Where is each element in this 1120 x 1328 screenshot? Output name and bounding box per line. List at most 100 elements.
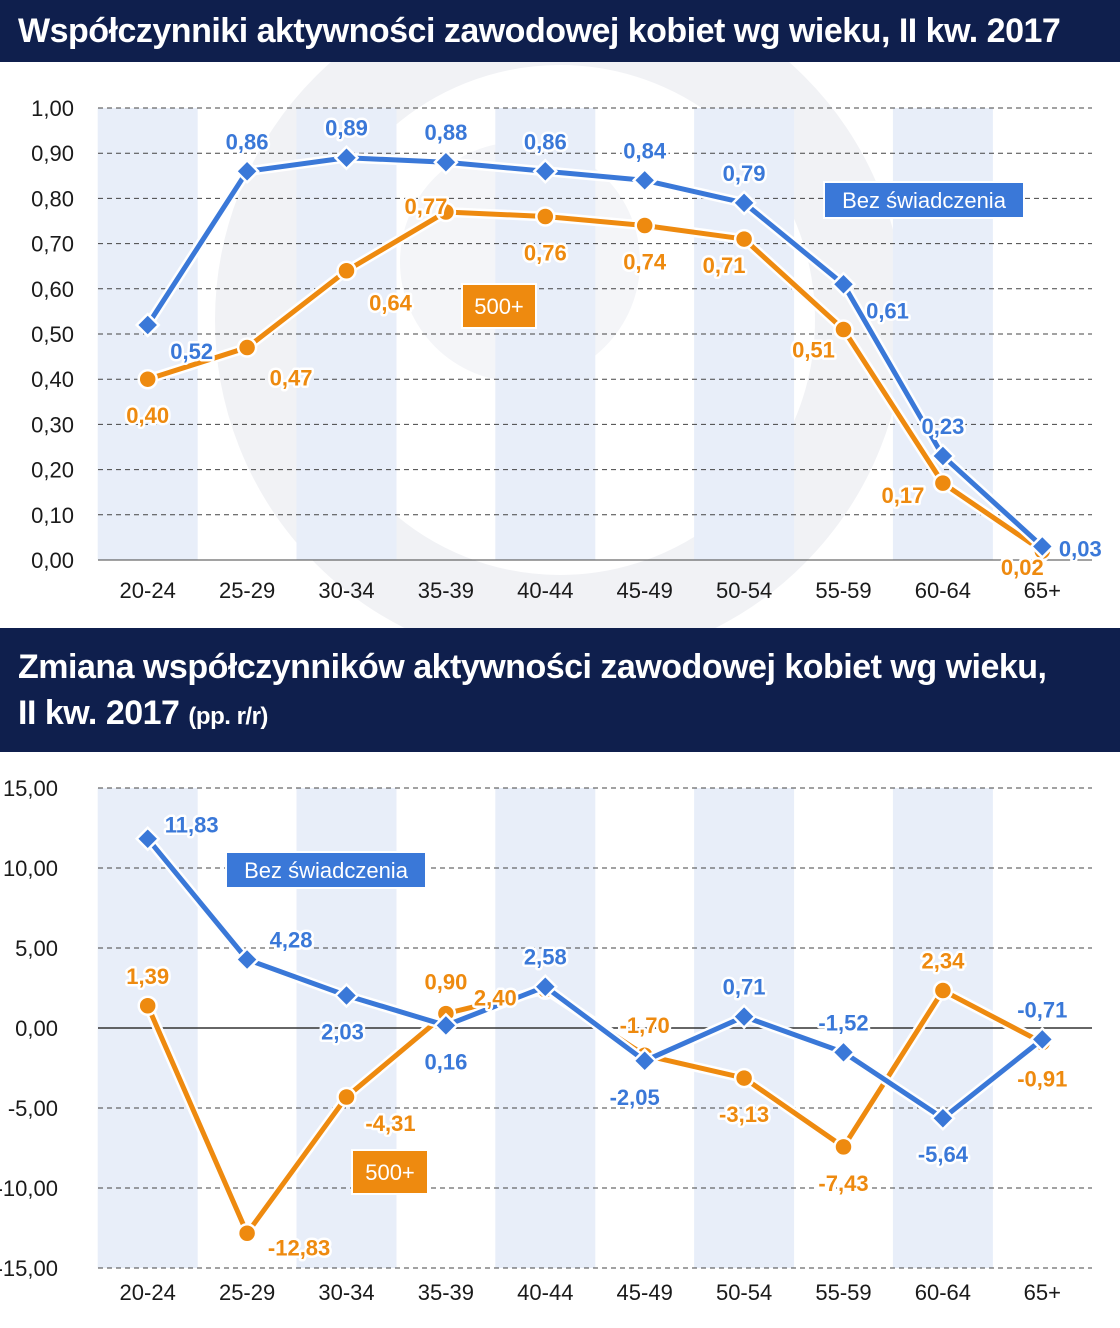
data-label-bez-50-54: 0,79 [723, 161, 766, 186]
data-point-25-29 [234, 946, 260, 973]
data-point-50-54 [731, 190, 757, 216]
series-bez-swiadczenia [134, 144, 1056, 560]
y-tick-label: 0,70 [31, 232, 74, 257]
x-tick-label: 20-24 [120, 1280, 176, 1305]
data-label-bez-65+: -0,71 [1017, 997, 1067, 1022]
x-tick-label: 30-34 [318, 578, 374, 603]
data-point-50-54 [733, 228, 755, 250]
x-tick-label: 45-49 [617, 578, 673, 603]
data-label-500plus-30-34: -4,31 [365, 1111, 415, 1136]
data-point-60-64 [930, 1105, 956, 1132]
data-point-20-24 [137, 995, 158, 1017]
legend-label: 500+ [474, 294, 524, 319]
data-point-55-59 [833, 319, 854, 340]
data-label-500plus-55-59: -7,43 [818, 1171, 868, 1196]
data-point-50-54 [731, 1003, 757, 1030]
chart2-title-banner: Zmiana współczynników aktywności zawodow… [0, 628, 1120, 752]
y-tick-label: 0,00 [31, 548, 74, 573]
legend-box [823, 181, 1025, 219]
data-point-50-54 [733, 1067, 755, 1089]
data-point-20-24 [134, 312, 161, 338]
y-tick-label: 15,00 [3, 776, 58, 801]
legend-box [225, 851, 427, 889]
x-tick-label: 25-29 [219, 1280, 275, 1305]
data-label-bez-25-29: 0,86 [226, 129, 269, 154]
data-label-500plus-60-64: 0,17 [881, 483, 924, 508]
x-tick-label: 20-24 [120, 578, 176, 603]
y-tick-label: 0,80 [31, 186, 74, 211]
legend-bez-swiadczenia: Bez świadczenia [225, 851, 427, 889]
data-point-55-59 [833, 1136, 854, 1158]
data-point-40-44 [535, 206, 556, 227]
data-label-bez-30-34: 0,89 [325, 116, 368, 141]
data-point-30-34 [333, 982, 360, 1009]
data-point-30-34 [336, 260, 357, 281]
data-point-30-34 [333, 144, 360, 171]
x-tick-label: 55-59 [815, 578, 871, 603]
data-label-bez-45-49: 0,84 [623, 138, 667, 163]
data-point-45-49 [631, 167, 658, 194]
x-tick-label: 65+ [1024, 578, 1061, 603]
data-label-bez-60-64: 0,23 [921, 414, 964, 439]
data-point-40-44 [532, 973, 559, 1000]
y-tick-label: -5,00 [8, 1096, 58, 1121]
data-label-bez-20-24: 11,83 [165, 813, 219, 838]
chart2-title: Zmiana współczynników aktywności zawodow… [18, 648, 1047, 686]
data-label-bez-30-34: 2,03 [321, 1020, 364, 1045]
chart1-title: Współczynniki aktywności zawodowej kobie… [18, 12, 1061, 50]
y-tick-label: 10,00 [3, 856, 58, 881]
x-tick-label: 50-54 [716, 1280, 772, 1305]
data-label-500plus-65+: -0,91 [1017, 1067, 1067, 1092]
data-label-bez-60-64: -5,64 [918, 1142, 969, 1167]
legend-label: Bez świadczenia [244, 858, 409, 883]
x-tick-label: 60-64 [915, 578, 971, 603]
data-point-25-29 [234, 158, 260, 185]
data-point-60-64 [932, 472, 954, 494]
legend-bez-swiadczenia: Bez świadczenia [823, 181, 1025, 219]
data-label-500plus-25-29: -12,83 [268, 1235, 330, 1260]
x-tick-label: 25-29 [219, 578, 275, 603]
data-label-bez-20-24: 0,52 [170, 339, 213, 364]
chart1-title-banner: Współczynniki aktywności zawodowej kobie… [0, 0, 1120, 62]
data-point-20-24 [137, 368, 158, 390]
data-label-500plus-45-49: 0,74 [623, 250, 667, 275]
data-label-bez-25-29: 4,28 [270, 928, 313, 953]
data-label-bez-40-44: 0,86 [524, 129, 567, 154]
data-label-500plus-55-59: 0,51 [792, 337, 835, 362]
x-tick-label: 30-34 [318, 1280, 374, 1305]
x-tick-label: 40-44 [517, 578, 573, 603]
y-tick-label: -15,00 [0, 1256, 58, 1281]
data-point-35-39 [433, 1012, 459, 1039]
x-tick-label: 50-54 [716, 578, 772, 603]
x-tick-label: 65+ [1024, 1280, 1061, 1305]
data-label-bez-35-39: 0,88 [424, 120, 467, 145]
data-point-25-29 [236, 1223, 258, 1244]
series-line [145, 837, 1044, 1121]
data-label-500plus-35-39: 0,77 [404, 194, 447, 219]
data-point-20-24 [134, 825, 161, 852]
series-line [145, 155, 1044, 549]
x-tick-label: 45-49 [617, 1280, 673, 1305]
data-label-bez-40-44: 2,58 [524, 945, 567, 970]
y-tick-label: -10,00 [0, 1176, 58, 1201]
chart1-line-chart: 0,00 0,10 0,20 0,30 0,40 0,50 0,60 0,70 0,80 0,90… [31, 62, 1104, 628]
legend-box [351, 1149, 429, 1195]
data-label-500plus-20-24: 0,40 [126, 403, 169, 428]
data-label-bez-55-59: -1,52 [818, 1010, 868, 1035]
data-point-45-49 [634, 215, 655, 236]
data-point-55-59 [830, 1039, 857, 1066]
data-point-65+ [1029, 533, 1056, 560]
y-tick-label: 1,00 [31, 96, 74, 121]
data-label-500plus-65+: 0,02 [1001, 555, 1044, 580]
data-label-bez-35-39: 0,16 [424, 1049, 467, 1074]
y-tick-label: 0,20 [31, 458, 74, 483]
data-point-30-34 [336, 1086, 357, 1108]
series-line [146, 209, 1044, 554]
data-label-500plus-40-44: 2,40 [474, 986, 517, 1011]
y-tick-label: 0,40 [31, 367, 74, 392]
data-point-40-44 [532, 158, 559, 185]
y-tick-label: 0,30 [31, 412, 74, 437]
x-tick-label: 55-59 [815, 1280, 871, 1305]
data-label-500plus-40-44: 0,76 [524, 240, 567, 265]
data-point-45-49 [631, 1048, 658, 1074]
